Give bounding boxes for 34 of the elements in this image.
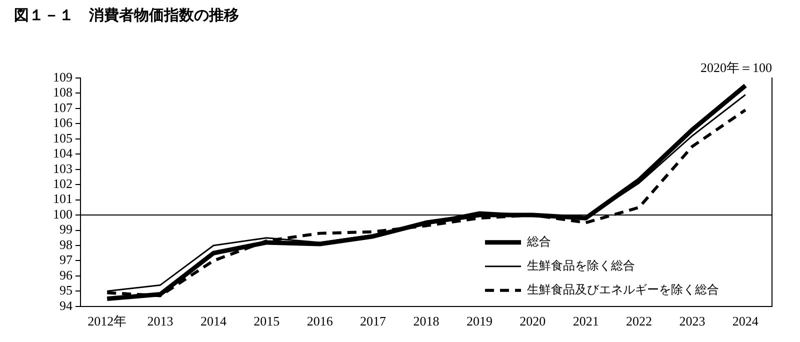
chart-title: 図１－１ 消費者物価指数の推移 [13,5,240,26]
y-tick-label: 94 [60,298,73,313]
x-tick-label: 2015 [254,314,280,329]
y-tick-label: 97 [60,252,73,268]
x-tick-label: 2012年 [88,314,127,329]
y-tick-label: 99 [60,222,72,237]
x-tick-label: 2019 [466,314,492,329]
y-tick-label: 102 [53,176,72,192]
x-tick-label: 2023 [679,314,706,329]
x-tick-label: 2020 [520,314,546,329]
y-tick-label: 101 [53,191,72,206]
x-tick-label: 2013 [147,314,174,329]
x-tick-label: 2024 [732,314,759,329]
x-tick-label: 2014 [200,314,227,329]
x-tick-label: 2022 [626,314,652,329]
legend-label: 総合 [526,234,552,249]
y-tick-label: 107 [53,100,73,115]
y-tick-label: 98 [60,236,72,252]
y-tick-label: 103 [53,160,72,176]
legend-label: 生鮮食品及びエネルギーを除く総合 [527,282,720,297]
y-tick-label: 95 [60,282,72,298]
x-tick-label: 2017 [360,314,387,329]
y-tick-label: 104 [53,146,73,161]
y-tick-label: 100 [53,206,72,222]
text: 2020年＝100 [700,60,772,75]
y-tick-label: 105 [53,130,72,146]
x-tick-label: 2016 [306,314,334,329]
y-tick-label: 109 [53,69,72,84]
x-tick-label: 2021 [572,314,599,329]
x-tick-label: 2018 [413,314,440,329]
y-tick-label: 96 [60,267,73,282]
legend-label: 生鮮食品を除く総合 [527,258,636,273]
y-tick-label: 108 [53,84,72,100]
y-tick-label: 106 [53,115,73,130]
